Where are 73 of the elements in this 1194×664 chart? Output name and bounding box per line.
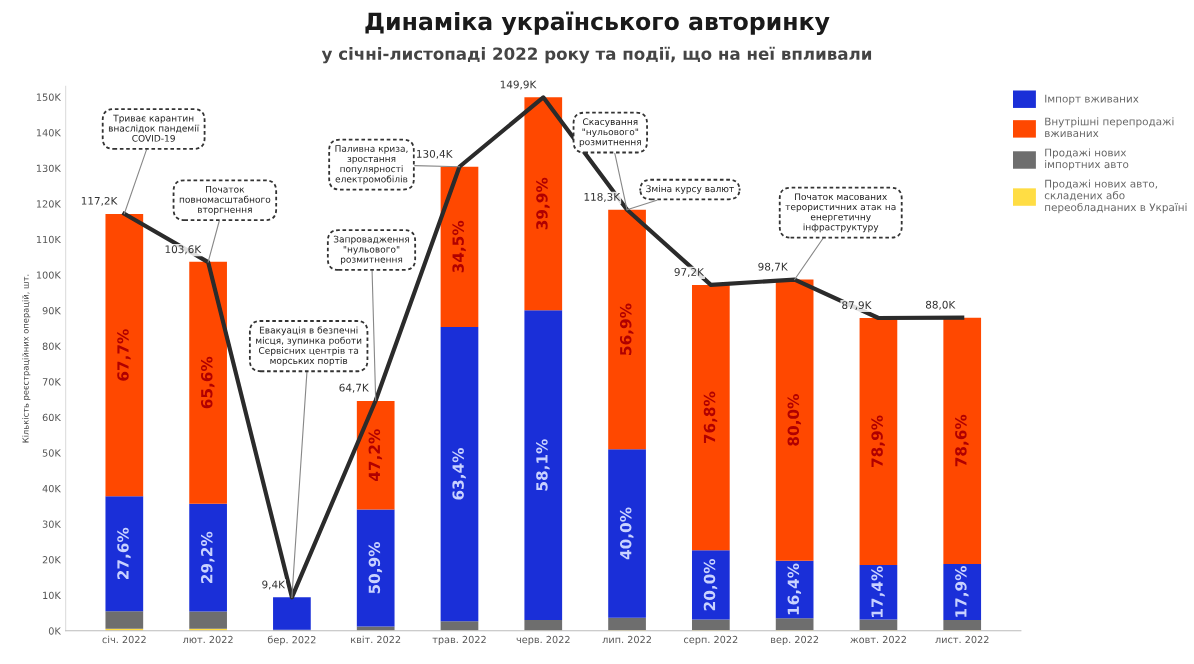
annotation: 78,9% (871, 415, 885, 467)
annotation: 56,9% (619, 303, 634, 355)
y-tick-label: 140K (36, 129, 62, 137)
annotation: Паливна криза, зростання популярності електромобілів (335, 145, 408, 185)
annotation: 65,6% (200, 356, 215, 409)
y-tick-label: 90K (42, 307, 62, 315)
annotation: 39,9% (536, 177, 550, 230)
annotation: 27,6% (117, 527, 131, 580)
y-tick-label: 50K (42, 449, 62, 457)
x-tick-label: серп. 2022 (684, 635, 738, 646)
y-tick-label: 100K (36, 271, 62, 279)
annotation: Початок масованих терористичних атак на енергетичну інфраструктуру (785, 193, 896, 233)
y-tick-label: 130K (36, 164, 62, 172)
annotation: Скасування "нульового" розмитнення (579, 118, 641, 148)
x-tick-label: лют. 2022 (182, 635, 233, 644)
legend-label: Продажі нових імпортних авто (1045, 148, 1129, 171)
legend-label: Внутрішні перепродажі вживаних (1045, 117, 1174, 138)
annotation: Запровадження "нульового" розмитнення (333, 235, 409, 265)
annotation: 17,4% (871, 566, 885, 617)
annotation: Триває карантин внаслідок пандемії COVID-19 (108, 114, 200, 142)
data-label: 130,4K (417, 149, 453, 159)
y-tick-label: 10K (43, 591, 62, 600)
x-tick-label: черв. 2022 (516, 635, 570, 646)
y-tick-label: 40K (42, 484, 62, 493)
annotation: 80,0% (787, 394, 802, 446)
data-label: 103,6K (165, 245, 202, 255)
x-tick-label: трав. 2022 (432, 635, 486, 646)
x-tick-label: бер. 2022 (267, 635, 316, 646)
data-label: 88,0K (925, 300, 956, 310)
annotation: 17,9% (955, 565, 969, 617)
annotation: 29,2% (200, 531, 215, 583)
annotation: Евакуація в безпечні місця, зупинка роботи Сервісних центрів та морських портів (256, 326, 362, 366)
annotation: 20,0% (703, 558, 718, 611)
data-label: 9,4K (262, 580, 286, 590)
annotation: 16,4% (787, 563, 802, 615)
y-tick-label: 120K (36, 200, 62, 208)
data-label: 149,9K (500, 80, 537, 90)
x-tick-label: квіт. 2022 (351, 635, 401, 644)
y-tick-label: 30K (42, 520, 62, 528)
annotation: 67,7% (117, 329, 131, 381)
y-tick-label: 110K (36, 235, 62, 244)
y-tick-label: 0K (48, 627, 62, 635)
annotation: Початок повномасштабного вторгнення (179, 186, 271, 215)
annotation: Зміна курсу валют (646, 185, 734, 194)
annotation: 34,5% (452, 220, 466, 273)
data-label: 97,2K (674, 268, 705, 277)
y-tick-label: 150K (36, 93, 62, 101)
y-tick-label: 80K (42, 342, 62, 350)
data-label: 98,7K (758, 262, 788, 272)
annotation: 40,0% (619, 507, 634, 560)
data-label: 64,7K (339, 383, 369, 393)
data-label: 87,9K (842, 301, 872, 311)
y-tick-label: 60K (42, 413, 62, 422)
y-tick-label: 20K (42, 556, 62, 564)
annotation: 78,6% (955, 414, 969, 467)
annotation: 50,9% (368, 541, 383, 594)
legend-label: Продажі нових авто, складених або переобладнаних в Україні (1044, 179, 1187, 214)
legend-label: Імпорт вживаних (1045, 94, 1139, 105)
annotation: 58,1% (536, 439, 550, 491)
chart-title: Динаміка українського авторинку (365, 11, 830, 35)
y-tick-label: 70K (42, 378, 62, 386)
x-tick-label: лист. 2022 (935, 635, 989, 644)
data-label: 117,2K (81, 196, 118, 206)
x-tick-label: вер. 2022 (771, 635, 819, 646)
x-tick-label: лип. 2022 (602, 635, 651, 644)
chart-subtitle: у січні-листопаді 2022 року та події, що на неї впливали (321, 46, 872, 64)
y-axis-title: Кількість реєстраційних операцій, шт. (22, 274, 31, 443)
x-tick-label: жовт. 2022 (850, 635, 906, 644)
annotation: 47,2% (368, 429, 383, 481)
data-label: 118,3K (584, 192, 621, 202)
x-tick-label: січ. 2022 (102, 635, 146, 644)
annotation: 63,4% (452, 448, 466, 500)
annotation: 76,8% (703, 391, 718, 444)
